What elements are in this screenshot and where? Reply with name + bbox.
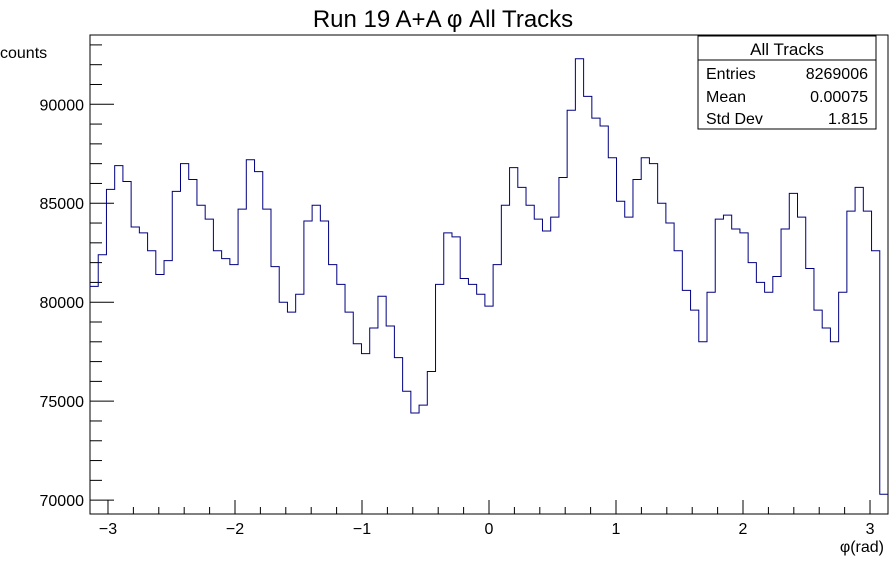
x-tick-label: −2 [226, 521, 244, 538]
y-tick-label: 75000 [40, 394, 85, 411]
histogram-series-line [90, 58, 888, 495]
x-tick-label: 2 [739, 521, 748, 538]
stats-entries-label: Entries [706, 66, 756, 83]
x-tick-label: 3 [866, 521, 875, 538]
x-tick-label: −3 [99, 521, 117, 538]
x-tick-labels: −3 −2 −1 0 1 2 3 [99, 521, 875, 538]
stats-stddev-label: Std Dev [706, 111, 763, 128]
y-axis-label: counts [0, 45, 47, 62]
y-tick-label: 85000 [40, 196, 85, 213]
x-axis-label: φ(rad) [840, 539, 884, 556]
y-tick-label: 70000 [40, 493, 85, 510]
y-tick-label: 90000 [40, 97, 85, 114]
stats-box: All Tracks Entries 8269006 Mean 0.00075 … [697, 35, 877, 130]
stats-mean-value: 0.00075 [810, 89, 868, 106]
y-tick-label: 80000 [40, 295, 85, 312]
stats-stddev-value: 1.815 [828, 111, 868, 128]
x-tick-label: 0 [485, 521, 494, 538]
axis-ticks [90, 44, 871, 514]
stats-box-title: All Tracks [750, 40, 824, 59]
stats-mean-label: Mean [706, 89, 746, 106]
y-tick-labels: 70000 75000 80000 85000 90000 [40, 97, 85, 510]
chart-title: Run 19 A+A φ All Tracks [313, 6, 573, 33]
stats-box-frame [697, 35, 877, 130]
stats-entries-value: 8269006 [806, 66, 868, 83]
x-tick-label: 1 [612, 521, 621, 538]
x-tick-label: −1 [353, 521, 371, 538]
